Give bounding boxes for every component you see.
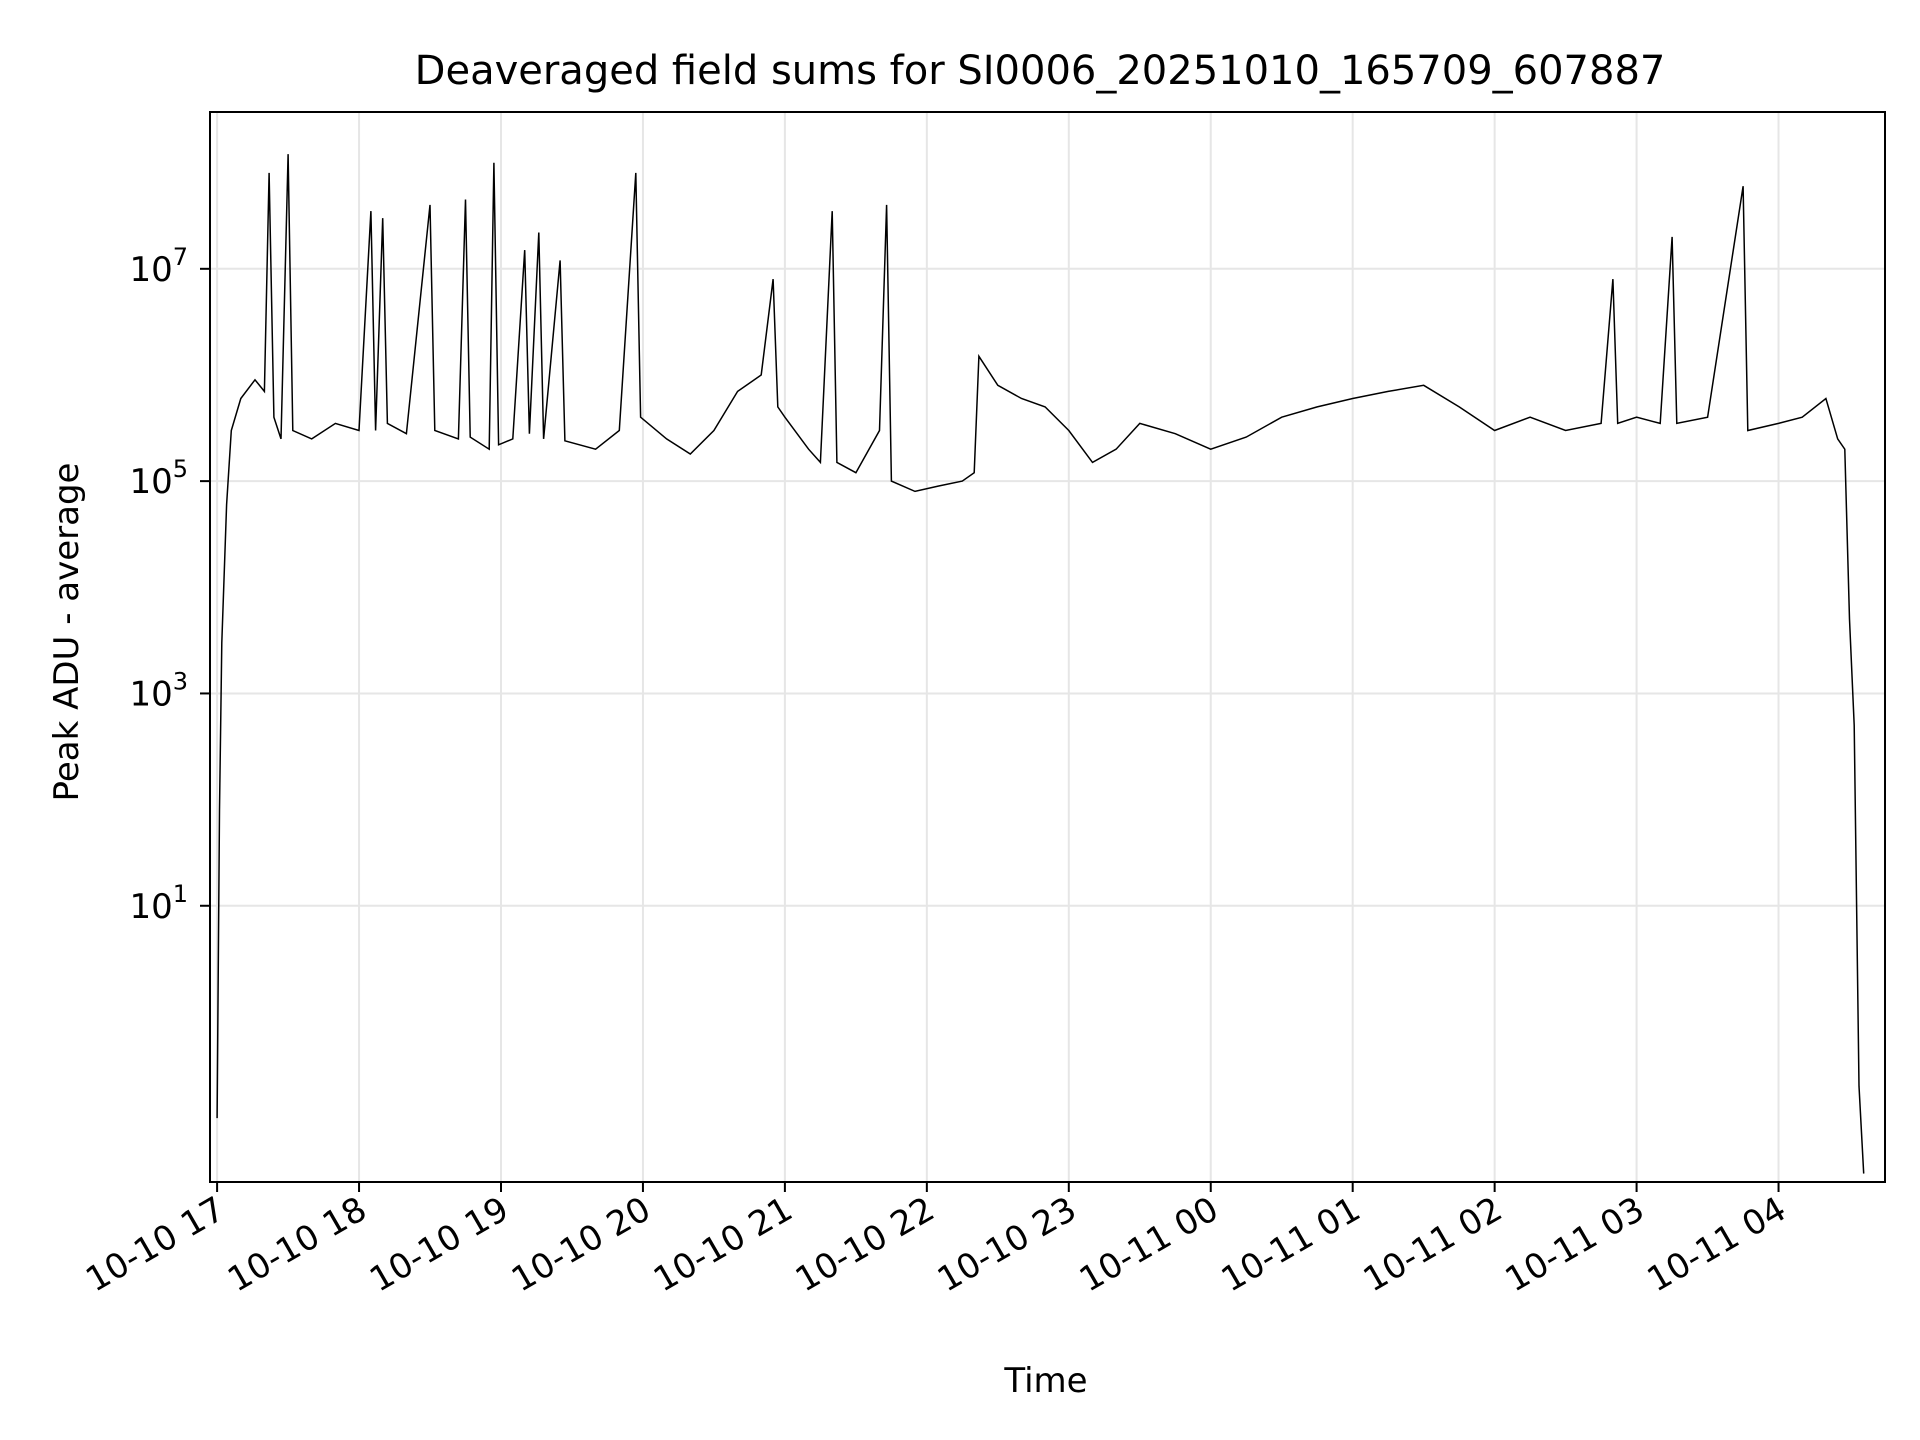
series-line-0 — [216, 154, 1865, 1174]
y-tick-label: 101 — [129, 880, 188, 927]
grid — [210, 112, 1885, 1182]
chart-title: Deaveraged field sums for SI0006_2025101… — [415, 48, 1666, 94]
x-axis-label: Time — [1003, 1361, 1087, 1401]
y-tick-label: 105 — [129, 455, 188, 502]
y-axis: 101 103 105 107 — [129, 243, 210, 927]
y-axis-label: Peak ADU - average — [47, 463, 87, 802]
y-tick-label: 107 — [129, 243, 188, 290]
plot-frame — [209, 111, 1886, 1183]
y-tick-label: 103 — [129, 667, 188, 714]
data-layer — [216, 154, 1865, 1174]
